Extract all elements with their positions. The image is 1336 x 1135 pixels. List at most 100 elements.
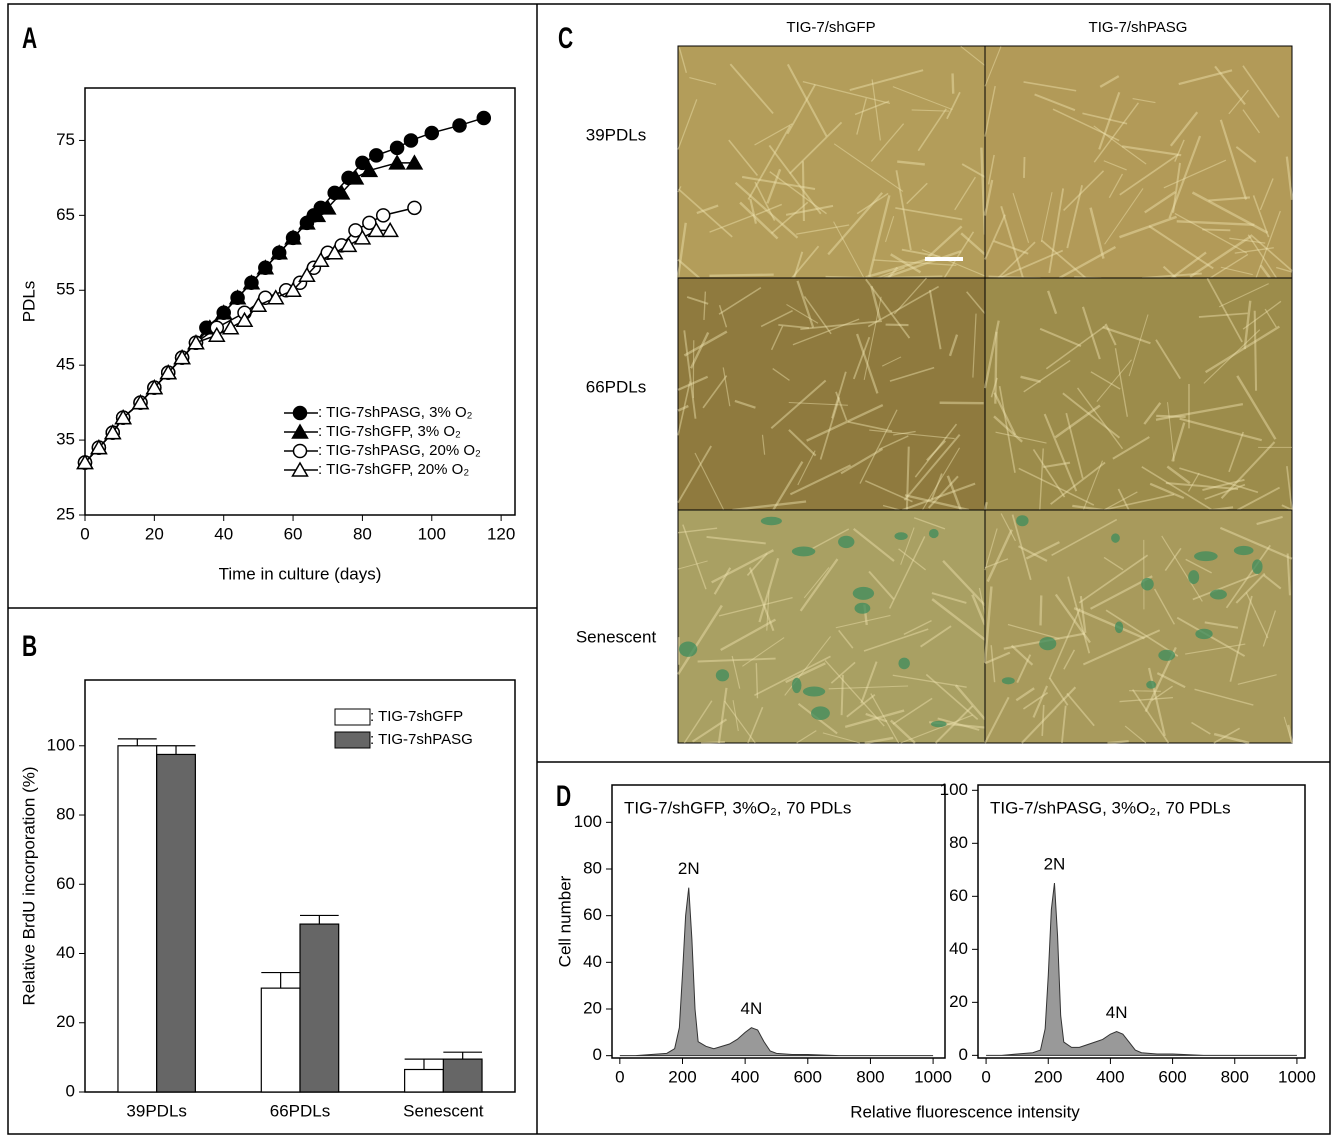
x-tick-label: 200 (1034, 1067, 1062, 1086)
cell-texture (998, 386, 1016, 473)
y-tick-label: 20 (56, 1012, 75, 1031)
senescent-stain (1146, 680, 1156, 689)
cell-texture (1062, 392, 1121, 439)
cell-texture (1117, 488, 1130, 511)
cell-texture (870, 285, 882, 321)
cell-texture (1185, 558, 1212, 574)
cell-texture (1011, 514, 1032, 581)
cell-texture (732, 500, 807, 512)
senescent-stain (791, 546, 816, 557)
marker (407, 200, 422, 216)
cell-texture (840, 674, 844, 716)
x-tick-label: 600 (1158, 1067, 1186, 1086)
bar (260, 987, 301, 1093)
senescent-stain (678, 641, 698, 657)
cell-texture (889, 366, 935, 382)
cell-texture (1170, 251, 1207, 279)
y-tick-label: 75 (56, 130, 75, 149)
cell-texture (934, 705, 974, 744)
cell-texture (913, 517, 946, 530)
cell-texture (1262, 610, 1277, 647)
senescent-stain (760, 516, 782, 526)
marker (145, 379, 164, 395)
cell-texture (796, 730, 817, 744)
cell-texture (892, 86, 953, 111)
cell-texture (882, 504, 900, 511)
cell-texture (1072, 504, 1104, 512)
cell-texture (887, 266, 899, 279)
cell-texture (1000, 205, 1024, 279)
micrograph (984, 45, 1293, 279)
cell-texture (897, 160, 925, 166)
cell-texture (796, 224, 850, 235)
cell-texture (833, 143, 904, 192)
marker (242, 274, 261, 290)
cell-texture (931, 598, 986, 641)
cell-texture (863, 628, 929, 652)
cell-texture (1104, 323, 1117, 346)
cell-texture (828, 685, 909, 690)
cell-texture (1151, 685, 1173, 702)
cell-texture (1143, 402, 1162, 425)
cell-texture (927, 475, 959, 509)
cell-texture (749, 198, 757, 224)
cell-texture (1208, 196, 1250, 202)
cell-texture (1129, 690, 1161, 692)
cell-texture (917, 108, 947, 152)
cell-texture (864, 736, 894, 745)
cell-texture (1259, 178, 1274, 211)
marker (308, 206, 327, 223)
cell-texture (921, 447, 961, 511)
cell-texture (713, 567, 732, 595)
senescent-stain (1114, 621, 1124, 634)
cell-texture (1066, 692, 1095, 727)
marker (131, 394, 150, 410)
x-tick-label: 800 (856, 1067, 884, 1086)
cell-texture (754, 181, 776, 221)
cell-texture (1039, 595, 1043, 626)
senescent-stain (802, 686, 826, 697)
cell-texture (1039, 327, 1082, 348)
cell-texture (785, 204, 834, 216)
cell-texture (1051, 518, 1118, 556)
bar (156, 753, 196, 1093)
cell-texture (1219, 526, 1293, 560)
cell-texture (677, 560, 708, 570)
row-label: Senescent (576, 627, 657, 646)
cell-texture (870, 693, 900, 744)
cell-texture (905, 446, 910, 511)
marker (266, 289, 285, 305)
cell-texture (1000, 513, 1016, 542)
cell-texture (1209, 253, 1249, 279)
senescent-stain (852, 586, 875, 600)
cell-texture (1041, 704, 1045, 736)
cell-texture (1108, 173, 1124, 199)
cell-texture (709, 214, 755, 233)
cell-texture (869, 429, 955, 440)
cell-texture (1103, 493, 1175, 511)
panel-title: TIG-7/shGFP, 3%O₂, 70 PDLs (624, 798, 851, 817)
cell-texture (835, 614, 891, 629)
x-tick-label: 200 (668, 1067, 696, 1086)
y-tick-label: 80 (949, 833, 968, 852)
cell-texture (928, 289, 942, 350)
cell-texture (696, 204, 719, 215)
cell-texture (925, 673, 979, 721)
cell-texture (1010, 644, 1034, 666)
cell-texture (1141, 466, 1213, 511)
cell-texture (846, 693, 876, 718)
cell-texture (1198, 312, 1248, 318)
column-label: TIG-7/shGFP (786, 19, 875, 36)
micrograph (677, 45, 986, 279)
senescent-stain (1194, 551, 1218, 562)
cell-texture (1061, 705, 1067, 744)
x-tick-label: 1000 (1278, 1067, 1316, 1086)
senescent-stain (1001, 677, 1015, 685)
cell-texture (747, 706, 764, 744)
cell-texture (788, 429, 817, 457)
cell-texture (960, 232, 986, 256)
cell-texture (844, 709, 905, 729)
cell-texture (1225, 544, 1271, 609)
cell-texture (677, 404, 689, 412)
marker (424, 125, 440, 141)
